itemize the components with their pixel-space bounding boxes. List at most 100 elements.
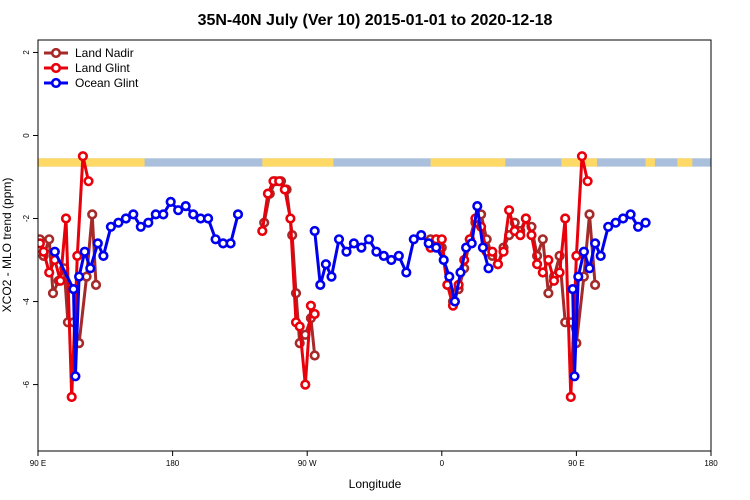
plot-area — [37, 39, 712, 452]
data-point — [300, 379, 311, 390]
data-point — [85, 263, 96, 274]
series-line — [571, 212, 647, 378]
x-tick-label: 90 E — [568, 459, 584, 468]
data-point — [436, 234, 447, 245]
data-point — [363, 234, 375, 245]
data-point — [438, 254, 449, 266]
data-point — [49, 246, 60, 257]
data-point — [72, 250, 83, 261]
legend-swatch-marker — [50, 62, 62, 74]
data-point — [333, 234, 345, 245]
data-point — [576, 151, 588, 162]
data-point — [320, 259, 332, 270]
legend-swatch-marker — [50, 47, 62, 59]
data-point — [92, 238, 103, 249]
data-point — [128, 209, 139, 220]
data-point — [305, 300, 317, 311]
data-point — [543, 254, 554, 266]
data-point — [294, 321, 305, 332]
y-tick-label: -4 — [22, 297, 31, 305]
data-point — [477, 242, 489, 253]
data-point — [573, 271, 584, 282]
data-point — [188, 209, 199, 220]
data-point — [431, 242, 442, 253]
data-point — [173, 205, 184, 216]
data-point — [60, 213, 72, 224]
data-point — [158, 209, 169, 220]
data-point — [309, 350, 320, 361]
data-point — [70, 371, 81, 382]
legend-swatch-marker — [50, 77, 62, 89]
data-point — [472, 201, 483, 212]
data-point — [47, 288, 59, 299]
data-point — [571, 250, 582, 261]
data-point — [90, 279, 102, 291]
data-point — [526, 230, 537, 241]
data-point — [386, 254, 397, 266]
y-axis: 2 0 -2 -4 -6 — [22, 50, 38, 388]
data-point — [257, 225, 268, 237]
data-point — [279, 184, 290, 195]
data-point — [640, 217, 651, 228]
data-point — [455, 267, 466, 278]
data-point — [537, 267, 548, 278]
data-point — [578, 246, 590, 257]
data-point — [610, 217, 621, 228]
y-tick-label: -2 — [22, 214, 31, 222]
series-land-glint — [38, 151, 593, 403]
data-point — [483, 263, 494, 274]
y-tick-label: 2 — [22, 50, 31, 55]
x-tick-label: 90 E — [30, 459, 46, 468]
land-band-segment — [430, 158, 506, 167]
data-point — [531, 259, 543, 270]
data-point — [77, 151, 88, 162]
x-tick-label: 90 W — [298, 459, 317, 468]
x-tick-label: 180 — [166, 459, 180, 468]
land-band-segment — [262, 158, 334, 167]
data-point — [55, 275, 66, 286]
data-point — [617, 213, 629, 224]
data-point — [210, 234, 221, 245]
data-point — [582, 176, 593, 187]
data-point — [423, 238, 434, 249]
chart-title: 35N-40N July (Ver 10) 2015-01-01 to 2020… — [198, 12, 553, 29]
data-point — [584, 263, 595, 274]
data-point — [487, 246, 498, 257]
data-point — [348, 238, 360, 249]
data-point — [285, 213, 296, 224]
data-point — [449, 296, 461, 307]
data-point — [68, 284, 79, 295]
series-line — [53, 200, 240, 378]
data-point — [326, 271, 337, 282]
data-point — [73, 271, 85, 282]
land-band-segment — [561, 158, 597, 167]
x-tick-label: 180 — [704, 459, 718, 468]
data-point — [38, 238, 45, 249]
legend-label: Land Glint — [75, 61, 130, 75]
legend-item: Land Glint — [44, 61, 130, 75]
land-band-segment — [38, 158, 145, 167]
data-point — [143, 217, 154, 228]
land-ocean-band — [38, 158, 711, 167]
legend-label: Land Nadir — [75, 46, 134, 60]
y-axis-label: XCO2 - MLO trend (ppm) — [0, 178, 14, 313]
data-point — [232, 209, 244, 220]
data-point — [203, 213, 214, 224]
data-point — [408, 234, 419, 245]
data-point — [309, 308, 320, 320]
data-point — [632, 221, 644, 232]
data-point — [543, 288, 554, 299]
data-point — [537, 234, 548, 245]
data-point — [83, 176, 94, 187]
y-tick-label: 0 — [22, 133, 31, 138]
data-point — [504, 205, 515, 216]
data-point — [105, 221, 116, 232]
data-point — [371, 246, 382, 257]
data-point — [98, 250, 109, 261]
data-point — [589, 279, 601, 291]
y-tick-label: -6 — [22, 380, 31, 388]
data-point — [401, 267, 412, 278]
x-axis-label: Longitude — [349, 477, 402, 491]
